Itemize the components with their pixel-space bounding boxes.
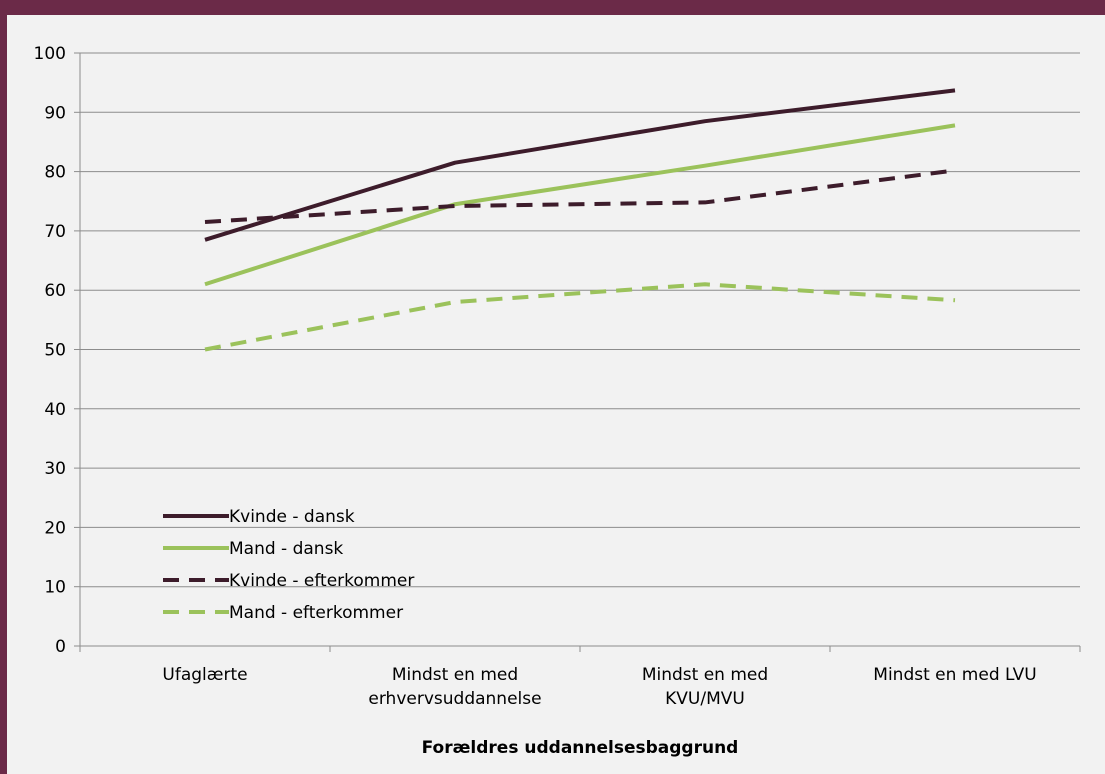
series-line-2 bbox=[204, 123, 956, 287]
series-line-3 bbox=[204, 168, 956, 225]
legend-label: Mand - dansk bbox=[229, 539, 343, 559]
y-tick-label: 50 bbox=[44, 341, 66, 361]
axes bbox=[74, 52, 1081, 652]
y-tick-label: 60 bbox=[44, 281, 66, 301]
y-tick-label: 0 bbox=[55, 637, 66, 657]
legend: Kvinde - dansk Mand - dansk Kvinde - efter… bbox=[163, 507, 414, 623]
top-border bbox=[0, 0, 1105, 15]
legend-label: Kvinde - efterkommer bbox=[229, 571, 414, 591]
left-border bbox=[0, 0, 7, 774]
legend-label: Mand - efterkommer bbox=[229, 603, 403, 623]
y-tick-label: 20 bbox=[44, 518, 66, 538]
x-tick-label: Ufaglærte bbox=[162, 665, 247, 685]
y-tick-label: 10 bbox=[44, 578, 66, 598]
gridlines bbox=[80, 52, 1080, 588]
x-axis-title: Forældres uddannelsesbaggrund bbox=[422, 738, 739, 758]
y-tick-labels: 0 10 20 30 40 50 60 70 80 90 100 bbox=[34, 44, 66, 657]
series-lines bbox=[204, 88, 956, 352]
y-tick-label: 30 bbox=[44, 459, 66, 479]
y-tick-label: 90 bbox=[44, 103, 66, 123]
y-tick-label: 100 bbox=[34, 44, 66, 64]
series-line-4 bbox=[204, 282, 956, 352]
x-tick-labels: Ufaglærte Mindst en med erhvervsuddannelse… bbox=[162, 665, 1036, 709]
x-tick-label: Mindst en med erhvervsuddannelse bbox=[368, 665, 541, 709]
series-line-1 bbox=[204, 88, 956, 242]
legend-label: Kvinde - dansk bbox=[229, 507, 355, 527]
x-tick-label: Mindst en med LVU bbox=[873, 665, 1036, 685]
y-tick-label: 40 bbox=[44, 400, 66, 420]
y-tick-label: 70 bbox=[44, 222, 66, 242]
y-tick-label: 80 bbox=[44, 163, 66, 183]
x-tick-label: Mindst en med KVU/MVU bbox=[642, 665, 768, 709]
